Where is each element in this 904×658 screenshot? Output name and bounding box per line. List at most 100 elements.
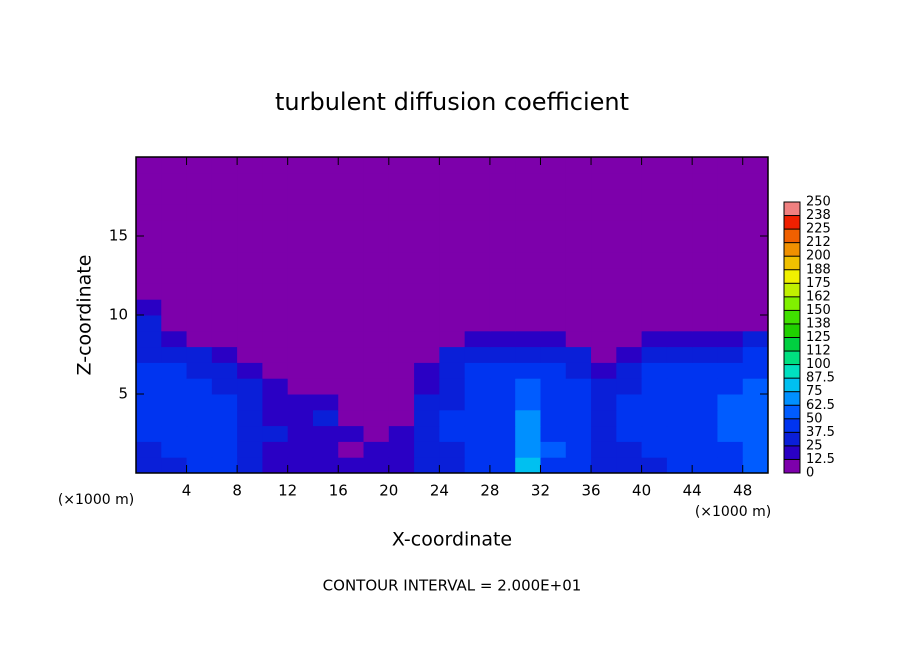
heat-cell <box>489 157 516 174</box>
heat-cell <box>388 172 415 190</box>
heat-cell <box>464 251 491 269</box>
heat-cell <box>338 315 365 332</box>
heat-cell <box>464 236 491 253</box>
heat-cell <box>237 236 263 253</box>
heat-cell <box>489 299 516 316</box>
heat-cell <box>692 236 718 253</box>
heat-cell <box>287 425 314 442</box>
heat-cell <box>312 378 339 395</box>
colorbar-label: 25 <box>806 438 823 453</box>
heat-cell <box>439 251 466 269</box>
colorbar-swatch <box>784 242 800 257</box>
heat-cell <box>161 188 188 205</box>
heat-cell <box>262 330 289 348</box>
colorbar-label: 188 <box>806 262 831 277</box>
heat-cell <box>540 299 567 316</box>
heat-cell <box>489 457 516 474</box>
heat-cell <box>641 394 668 411</box>
heat-cell <box>363 204 390 221</box>
heat-cell <box>211 157 238 174</box>
heat-cell <box>363 441 390 458</box>
heat-cell <box>717 204 744 221</box>
heat-cell <box>540 394 567 411</box>
heat-cell <box>338 236 365 253</box>
heat-cell <box>666 346 693 363</box>
heat-cell <box>287 315 314 332</box>
heat-cell <box>439 457 466 474</box>
y-tick-label: 5 <box>118 385 128 403</box>
heat-cell <box>414 236 440 253</box>
heat-cell <box>565 172 592 190</box>
heat-cell <box>591 251 617 269</box>
heat-cell <box>312 188 339 205</box>
colorbar-label: 162 <box>806 289 831 304</box>
heat-cell <box>540 425 567 442</box>
heat-cell <box>515 457 541 474</box>
heat-cell <box>666 236 693 253</box>
heat-cell <box>439 315 466 332</box>
heat-cell <box>616 204 643 221</box>
heat-cell <box>616 346 643 363</box>
heat-cell <box>338 157 365 174</box>
colorbar-swatch <box>784 445 800 460</box>
heat-cell <box>692 267 718 284</box>
colorbar-label: 238 <box>806 208 831 223</box>
heat-cell <box>565 330 592 348</box>
heat-cell <box>388 425 415 442</box>
heat-cell <box>439 236 466 253</box>
heat-cell <box>136 283 162 300</box>
heat-cell <box>742 441 769 458</box>
colorbar-swatch <box>784 418 800 433</box>
heat-cell <box>186 346 213 363</box>
heat-cell <box>363 394 390 411</box>
heat-cell <box>489 283 516 300</box>
heat-cell <box>641 425 668 442</box>
heat-cell <box>287 409 314 427</box>
heat-cell <box>186 409 213 427</box>
heat-cell <box>540 362 567 379</box>
heat-cell <box>692 394 718 411</box>
heat-cell <box>287 346 314 363</box>
heat-cell <box>338 330 365 348</box>
heat-cell <box>186 157 213 174</box>
heat-cell <box>414 362 440 379</box>
heat-cell <box>565 457 592 474</box>
heat-cell <box>692 157 718 174</box>
heat-cell <box>262 362 289 379</box>
heat-cell <box>540 188 567 205</box>
heat-cell <box>515 346 541 363</box>
heat-cell <box>515 315 541 332</box>
heat-cell <box>414 346 440 363</box>
x-tick-label: 20 <box>379 482 398 500</box>
colorbar-label: 112 <box>806 344 831 359</box>
heat-cell <box>211 267 238 284</box>
heat-cell <box>439 409 466 427</box>
heat-cell <box>489 441 516 458</box>
colorbar-swatch <box>784 229 800 243</box>
colorbar-swatch <box>784 459 800 473</box>
colorbar-swatch <box>784 337 800 352</box>
heat-cell <box>591 157 617 174</box>
heat-cell <box>388 299 415 316</box>
heat-cell <box>161 157 188 174</box>
heat-cell <box>489 362 516 379</box>
heat-cell <box>540 315 567 332</box>
heat-cell <box>388 157 415 174</box>
heat-cell <box>338 188 365 205</box>
heat-cell <box>211 188 238 205</box>
annotation: CONTOUR INTERVAL = 2.000E+01 <box>323 577 582 595</box>
heat-cell <box>237 315 263 332</box>
heat-cell <box>414 394 440 411</box>
heat-cell <box>742 378 769 395</box>
heat-cell <box>616 157 643 174</box>
heat-cell <box>666 251 693 269</box>
colorbar-swatch <box>784 432 800 446</box>
heat-cell <box>262 188 289 205</box>
x-tick-label: 48 <box>733 482 752 500</box>
heat-cell <box>717 425 744 442</box>
heat-cell <box>489 330 516 348</box>
heat-cell <box>237 378 263 395</box>
heat-cell <box>287 267 314 284</box>
heat-cell <box>363 283 390 300</box>
